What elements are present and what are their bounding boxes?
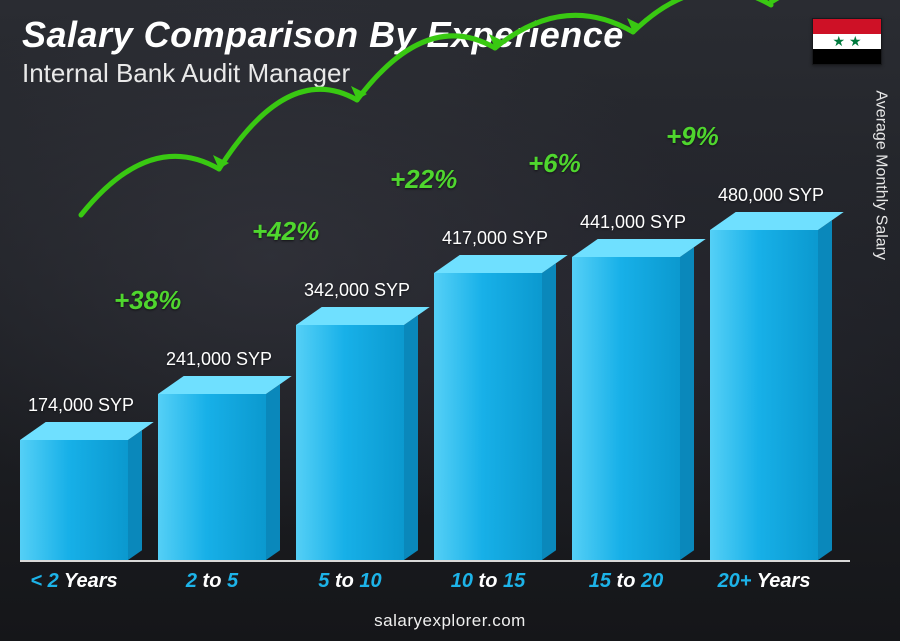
bar-side [818, 220, 832, 560]
bar-side [680, 247, 694, 560]
bar-front [20, 440, 128, 560]
bar-front [434, 273, 542, 560]
bar [434, 273, 542, 560]
bar-value-label: 342,000 SYP [277, 280, 437, 301]
growth-pct-label: +6% [528, 148, 581, 179]
bar-side [542, 263, 556, 560]
bar [20, 440, 128, 560]
x-axis-label: 15 to 20 [572, 570, 680, 593]
bar-chart: 174,000 SYP241,000 SYP342,000 SYP417,000… [20, 100, 850, 560]
y-axis-label: Average Monthly Salary [872, 90, 890, 260]
bar-side [266, 384, 280, 560]
bar-side [404, 315, 418, 560]
bar-front [572, 257, 680, 560]
growth-pct-label: +38% [114, 285, 181, 316]
bar-value-label: 417,000 SYP [415, 228, 575, 249]
growth-pct-label: +9% [666, 121, 719, 152]
x-axis-label: 10 to 15 [434, 570, 542, 593]
bar-front [158, 394, 266, 560]
bar-front [296, 325, 404, 560]
bar-side [128, 430, 142, 560]
syria-flag-icon: ★ ★ [812, 18, 882, 65]
chart-subtitle: Internal Bank Audit Manager [22, 58, 350, 89]
bar [158, 394, 266, 560]
bar-front [710, 230, 818, 560]
x-axis-label: 2 to 5 [158, 570, 266, 593]
x-axis-label: 5 to 10 [296, 570, 404, 593]
bar-value-label: 441,000 SYP [553, 212, 713, 233]
flag-stars: ★ ★ [813, 34, 881, 49]
bar [572, 257, 680, 560]
bar-value-label: 241,000 SYP [139, 349, 299, 370]
infographic-stage: Salary Comparison By Experience Internal… [0, 0, 900, 641]
bar-value-label: 480,000 SYP [691, 185, 851, 206]
flag-band-bot [813, 49, 881, 64]
x-axis-label: 20+ Years [710, 570, 818, 593]
flag-band-top [813, 19, 881, 34]
chart-baseline [20, 560, 850, 562]
bar [710, 230, 818, 560]
growth-pct-label: +42% [252, 216, 319, 247]
growth-pct-label: +22% [390, 164, 457, 195]
bar-value-label: 174,000 SYP [1, 395, 161, 416]
chart-title: Salary Comparison By Experience [22, 14, 624, 56]
footer-credit: salaryexplorer.com [0, 611, 900, 631]
x-axis-label: < 2 Years [20, 570, 128, 593]
bar [296, 325, 404, 560]
